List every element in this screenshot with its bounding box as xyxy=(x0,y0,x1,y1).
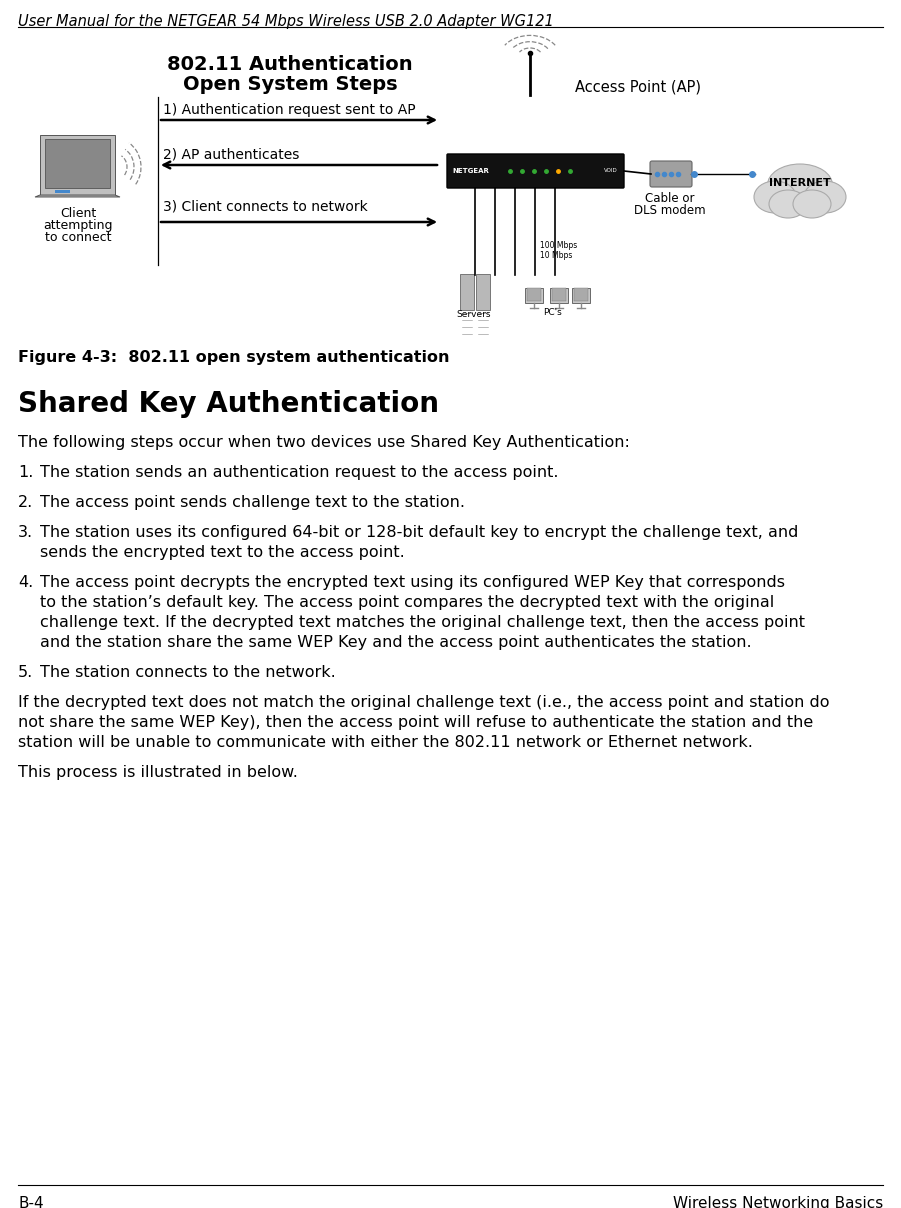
FancyBboxPatch shape xyxy=(650,161,692,187)
Polygon shape xyxy=(55,190,70,193)
Text: B-4: B-4 xyxy=(18,1196,43,1208)
FancyBboxPatch shape xyxy=(572,288,590,303)
Text: attempting: attempting xyxy=(43,219,113,232)
Text: The station connects to the network.: The station connects to the network. xyxy=(40,664,336,680)
FancyBboxPatch shape xyxy=(447,153,624,188)
FancyBboxPatch shape xyxy=(527,288,541,301)
FancyBboxPatch shape xyxy=(525,288,543,303)
Polygon shape xyxy=(35,194,120,197)
Text: Client: Client xyxy=(59,207,96,220)
Text: Wireless Networking Basics: Wireless Networking Basics xyxy=(673,1196,883,1208)
Text: to connect: to connect xyxy=(45,231,111,244)
FancyBboxPatch shape xyxy=(552,288,566,301)
Text: Figure 4-3:  802.11 open system authentication: Figure 4-3: 802.11 open system authentic… xyxy=(18,350,450,365)
Text: 4.: 4. xyxy=(18,575,33,590)
Text: Access Point (AP): Access Point (AP) xyxy=(575,80,701,95)
Text: 100 Mbps: 100 Mbps xyxy=(540,242,578,250)
Text: The following steps occur when two devices use Shared Key Authentication:: The following steps occur when two devic… xyxy=(18,435,630,451)
Text: Cable or: Cable or xyxy=(645,192,695,205)
Text: Shared Key Authentication: Shared Key Authentication xyxy=(18,390,439,418)
Text: 2.: 2. xyxy=(18,495,33,510)
Text: The station sends an authentication request to the access point.: The station sends an authentication requ… xyxy=(40,465,559,480)
Text: challenge text. If the decrypted text matches the original challenge text, then : challenge text. If the decrypted text ma… xyxy=(40,615,805,631)
Polygon shape xyxy=(40,135,115,194)
Ellipse shape xyxy=(793,190,831,217)
Text: 5.: 5. xyxy=(18,664,33,680)
Text: 2) AP authenticates: 2) AP authenticates xyxy=(163,149,299,162)
Text: The access point decrypts the encrypted text using its configured WEP Key that c: The access point decrypts the encrypted … xyxy=(40,575,785,590)
FancyBboxPatch shape xyxy=(550,288,568,303)
FancyBboxPatch shape xyxy=(476,274,490,310)
Text: 3) Client connects to network: 3) Client connects to network xyxy=(163,201,368,214)
Ellipse shape xyxy=(769,190,807,217)
Ellipse shape xyxy=(768,164,833,207)
Text: User Manual for the NETGEAR 54 Mbps Wireless USB 2.0 Adapter WG121: User Manual for the NETGEAR 54 Mbps Wire… xyxy=(18,14,554,29)
Text: INTERNET: INTERNET xyxy=(769,178,831,188)
Text: Open System Steps: Open System Steps xyxy=(183,75,397,94)
Text: not share the same WEP Key), then the access point will refuse to authenticate t: not share the same WEP Key), then the ac… xyxy=(18,715,814,730)
Text: 10 Mbps: 10 Mbps xyxy=(540,251,572,260)
Text: The station uses its configured 64-bit or 128-bit default key to encrypt the cha: The station uses its configured 64-bit o… xyxy=(40,525,798,540)
FancyBboxPatch shape xyxy=(460,274,474,310)
Text: 1) Authentication request sent to AP: 1) Authentication request sent to AP xyxy=(163,103,415,117)
Text: VOID: VOID xyxy=(605,168,618,174)
Text: station will be unable to communicate with either the 802.11 network or Ethernet: station will be unable to communicate wi… xyxy=(18,734,753,750)
Text: 3.: 3. xyxy=(18,525,33,540)
Text: The access point sends challenge text to the station.: The access point sends challenge text to… xyxy=(40,495,465,510)
Text: DLS modem: DLS modem xyxy=(634,204,705,217)
Text: PC's: PC's xyxy=(543,308,562,316)
Text: to the station’s default key. The access point compares the decrypted text with : to the station’s default key. The access… xyxy=(40,596,774,610)
Text: sends the encrypted text to the access point.: sends the encrypted text to the access p… xyxy=(40,545,405,561)
Text: NETGEAR: NETGEAR xyxy=(452,168,489,174)
Text: 802.11 Authentication: 802.11 Authentication xyxy=(168,56,413,74)
Text: Servers: Servers xyxy=(457,310,491,319)
Text: and the station share the same WEP Key and the access point authenticates the st: and the station share the same WEP Key a… xyxy=(40,635,757,650)
Ellipse shape xyxy=(804,181,846,213)
Text: 1.: 1. xyxy=(18,465,33,480)
Polygon shape xyxy=(45,139,110,188)
Text: If the decrypted text does not match the original challenge text (i.e., the acce: If the decrypted text does not match the… xyxy=(18,695,830,710)
FancyBboxPatch shape xyxy=(574,288,588,301)
Text: This process is illustrated in below.: This process is illustrated in below. xyxy=(18,765,298,780)
Ellipse shape xyxy=(754,181,796,213)
